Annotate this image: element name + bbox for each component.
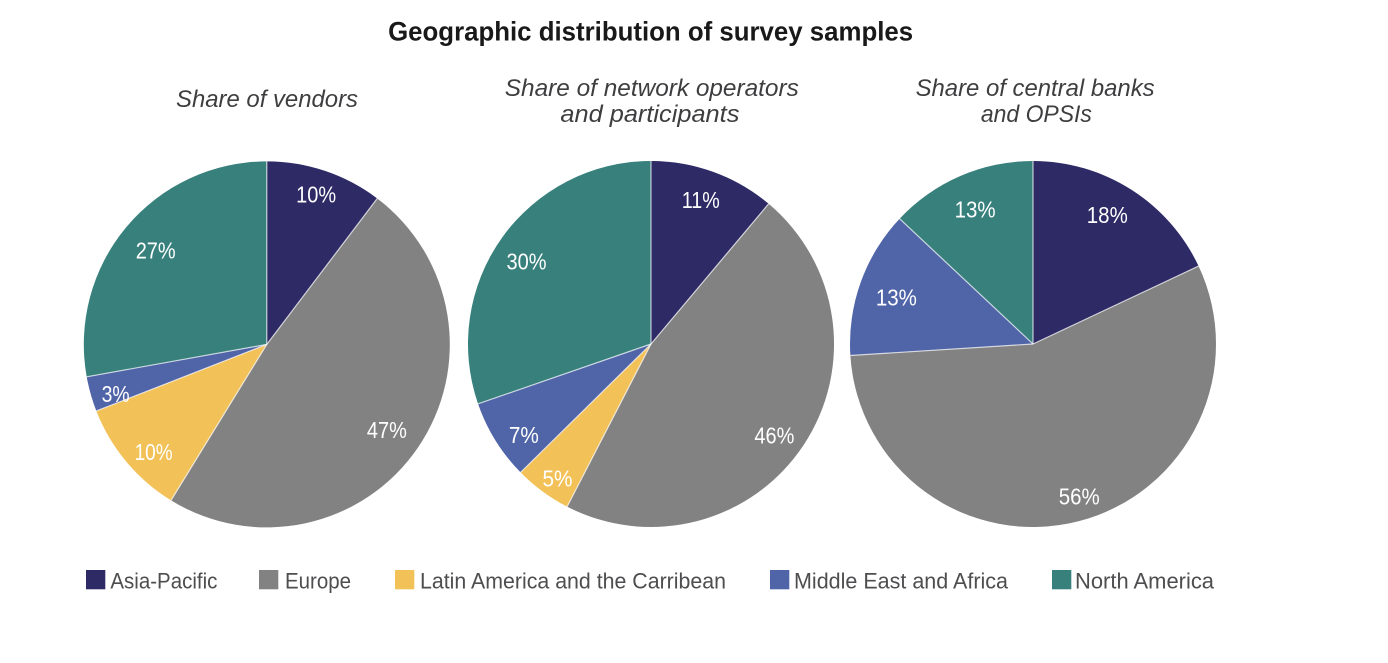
svg-text:Europe: Europe <box>285 569 351 594</box>
svg-text:13%: 13% <box>876 284 917 310</box>
svg-text:Share of vendors: Share of vendors <box>176 86 358 113</box>
svg-text:Share of central banks: Share of central banks <box>916 75 1155 102</box>
svg-text:27%: 27% <box>136 237 176 263</box>
svg-text:and OPSIs: and OPSIs <box>981 101 1092 128</box>
svg-text:56%: 56% <box>1059 483 1100 509</box>
svg-text:and participants: and participants <box>560 101 739 128</box>
svg-text:13%: 13% <box>955 197 996 223</box>
svg-text:11%: 11% <box>682 187 720 213</box>
svg-text:Latin America and the Carribea: Latin America and the Carribean <box>420 569 726 594</box>
svg-text:Share of network operators: Share of network operators <box>505 75 799 102</box>
svg-text:Geographic distribution of sur: Geographic distribution of survey sample… <box>388 16 913 46</box>
svg-text:47%: 47% <box>367 417 407 443</box>
svg-text:3%: 3% <box>102 381 130 407</box>
svg-text:Asia-Pacific: Asia-Pacific <box>110 569 217 594</box>
svg-text:10%: 10% <box>135 439 173 465</box>
svg-text:North America: North America <box>1075 569 1215 594</box>
svg-text:18%: 18% <box>1087 202 1128 228</box>
svg-text:Middle East and Africa: Middle East and Africa <box>794 569 1009 594</box>
svg-text:5%: 5% <box>543 466 573 492</box>
svg-text:30%: 30% <box>507 248 547 274</box>
svg-text:7%: 7% <box>509 422 539 448</box>
svg-text:46%: 46% <box>754 422 794 448</box>
svg-text:10%: 10% <box>296 182 336 208</box>
